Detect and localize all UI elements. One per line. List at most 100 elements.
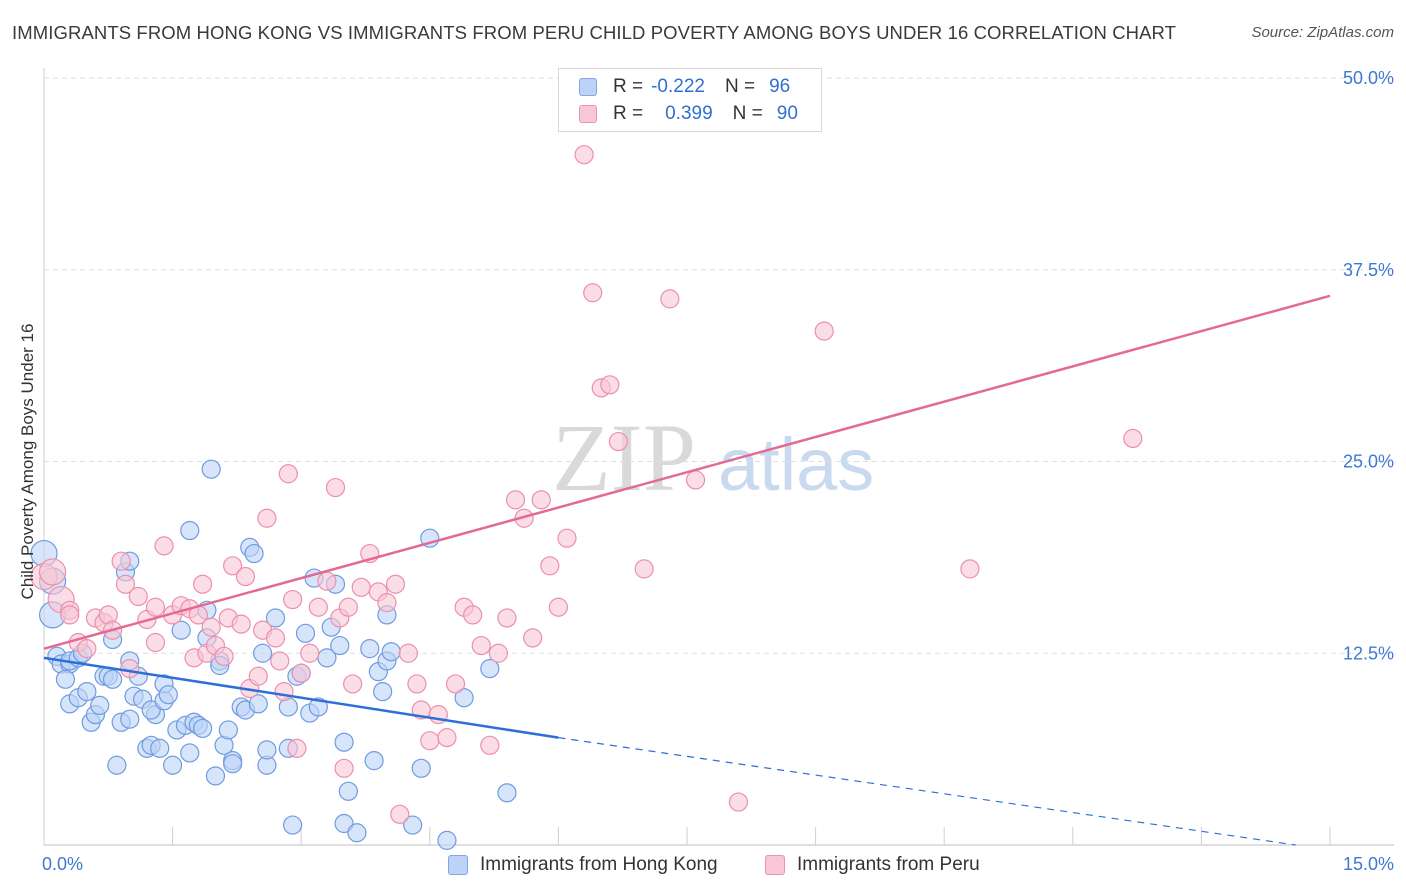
- x-tick-label: 15.0%: [1343, 854, 1394, 874]
- peru-point: [270, 651, 290, 671]
- hong-kong-point: [338, 781, 358, 801]
- hong-kong-n-value: 96: [769, 76, 791, 97]
- peru-point: [265, 628, 286, 648]
- peru-point: [338, 597, 358, 617]
- peru-point: [583, 283, 603, 303]
- peru-point: [814, 321, 834, 341]
- stats-legend-row-hong-kong: R = -0.222 N = 96: [579, 75, 790, 99]
- peru-point: [231, 614, 251, 634]
- peru-trend-line: [43, 294, 1331, 650]
- hong-kong-r-value: -0.222: [651, 76, 705, 97]
- hong-kong-point: [265, 608, 286, 628]
- peru-point: [283, 589, 303, 610]
- peru-point: [634, 559, 654, 579]
- peru-point: [214, 646, 234, 666]
- peru-point: [77, 639, 97, 659]
- peru-point: [523, 628, 543, 648]
- watermark-zip: ZIP: [552, 404, 696, 511]
- peru-point: [385, 574, 406, 594]
- hong-kong-point: [171, 620, 191, 640]
- hong-kong-point: [437, 830, 457, 850]
- hong-kong-point: [330, 635, 350, 656]
- peru-point: [291, 663, 311, 683]
- peru-point: [407, 674, 427, 694]
- peru-point: [685, 470, 706, 490]
- peru-point: [317, 571, 337, 591]
- peru-point: [351, 577, 371, 597]
- peru-point: [120, 658, 140, 679]
- stats-legend-row-peru: R = 0.399 N = 90: [579, 102, 798, 126]
- peru-point: [1123, 428, 1143, 449]
- peru-point: [960, 559, 980, 579]
- hong-kong-point: [205, 766, 226, 786]
- peru-point: [377, 593, 397, 613]
- hong-kong-point: [334, 732, 354, 752]
- peru-point: [128, 586, 148, 607]
- peru-point: [480, 735, 500, 755]
- peru-point: [300, 643, 320, 663]
- hong-kong-point: [193, 718, 213, 739]
- peru-point: [574, 145, 594, 165]
- chart-title: IMMIGRANTS FROM HONG KONG VS IMMIGRANTS …: [12, 22, 1177, 43]
- hong-kong-swatch: [579, 78, 597, 96]
- stats-legend: R = -0.222 N = 96 R = 0.399 N = 90: [558, 68, 822, 132]
- hong-kong-point: [248, 694, 268, 714]
- peru-point: [437, 728, 457, 748]
- hong-kong-point: [253, 643, 273, 663]
- hong-kong-point: [347, 823, 367, 843]
- peru-point: [38, 558, 67, 586]
- peru-point: [223, 556, 243, 576]
- hong-kong-point: [223, 754, 243, 774]
- peru-point: [115, 574, 136, 594]
- y-tick-label: 50.0%: [1343, 68, 1394, 88]
- legend-hong-kong-label: Immigrants from Hong Kong: [480, 854, 718, 875]
- peru-point: [145, 597, 166, 617]
- peru-point: [154, 536, 174, 556]
- hong-kong-point: [308, 697, 328, 717]
- peru-n-value: 90: [776, 103, 798, 124]
- peru-point: [728, 792, 749, 812]
- hong-kong-point: [102, 669, 123, 689]
- peru-point: [548, 597, 569, 617]
- hong-kong-point: [180, 743, 200, 763]
- peru-point: [308, 597, 328, 617]
- hong-kong-point: [90, 695, 110, 716]
- hong-kong-point: [107, 755, 127, 775]
- hong-kong-point: [480, 658, 500, 679]
- hong-kong-point: [411, 758, 431, 778]
- watermark-atlas: atlas: [718, 423, 874, 506]
- peru-point: [334, 758, 354, 778]
- peru-point: [505, 490, 526, 510]
- peru-point: [471, 635, 491, 656]
- peru-point: [235, 566, 256, 587]
- peru-r-label: R =: [613, 103, 644, 124]
- hong-kong-trend-line: [43, 656, 559, 739]
- hong-kong-n-label: N =: [724, 76, 756, 97]
- peru-point: [343, 674, 363, 694]
- hong-kong-point: [381, 642, 401, 662]
- x-tick-label: 0.0%: [42, 854, 83, 874]
- peru-swatch: [579, 105, 597, 123]
- hong-kong-point: [454, 688, 474, 708]
- y-tick-label: 37.5%: [1343, 260, 1394, 280]
- hong-kong-point: [403, 815, 423, 835]
- hong-kong-point: [150, 738, 170, 758]
- hong-kong-point: [77, 681, 97, 702]
- hong-kong-point: [295, 623, 316, 643]
- legend-item-hong-kong[interactable]: Immigrants from Hong Kong: [448, 852, 718, 878]
- hong-kong-point: [218, 720, 238, 740]
- hong-kong-trend-line-extrapolated: [558, 737, 1296, 846]
- hong-kong-point: [120, 709, 140, 729]
- peru-n-label: N =: [732, 103, 763, 124]
- hong-kong-point: [257, 740, 277, 760]
- peru-point: [248, 666, 268, 686]
- peru-point: [398, 643, 418, 663]
- legend-peru-label: Immigrants from Peru: [797, 854, 980, 875]
- hong-kong-r-label: R =: [613, 76, 644, 97]
- hong-kong-point: [55, 669, 76, 689]
- legend-item-peru[interactable]: Immigrants from Peru: [765, 852, 980, 878]
- peru-point: [325, 477, 346, 498]
- peru-point: [420, 731, 440, 751]
- source-label: Source: ZipAtlas.com: [1251, 24, 1394, 41]
